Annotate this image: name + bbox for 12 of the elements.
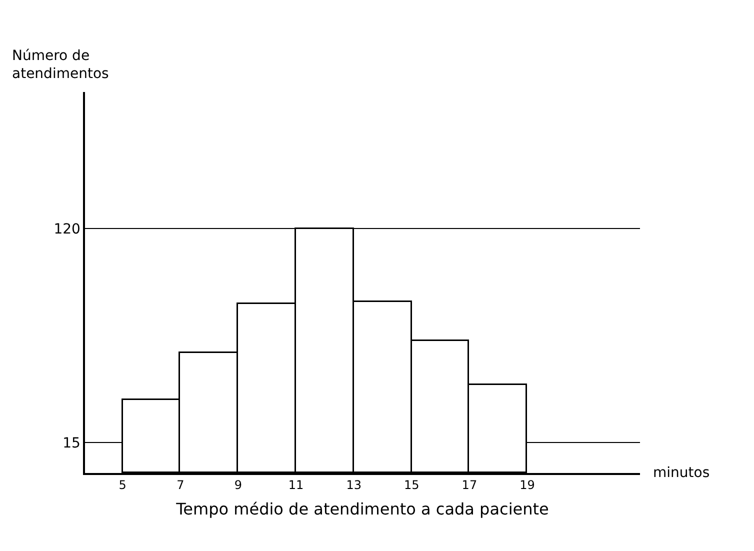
x-tick-label: 5 xyxy=(118,478,126,492)
y-axis-title: Número de atendimentos xyxy=(12,48,109,82)
x-tick-label: 9 xyxy=(234,478,242,492)
x-tick-label: 7 xyxy=(176,478,184,492)
x-tick-label: 15 xyxy=(404,478,420,492)
x-tick-label: 19 xyxy=(520,478,535,492)
y-tick-label: 120 xyxy=(54,221,80,238)
x-tick-label: 13 xyxy=(346,478,362,492)
x-tick-label: 17 xyxy=(462,478,478,492)
text: minutos xyxy=(653,465,710,481)
x-axis-title: Tempo médio de atendimento a cada paciente xyxy=(175,499,549,518)
x-tick-label: 11 xyxy=(288,478,304,492)
